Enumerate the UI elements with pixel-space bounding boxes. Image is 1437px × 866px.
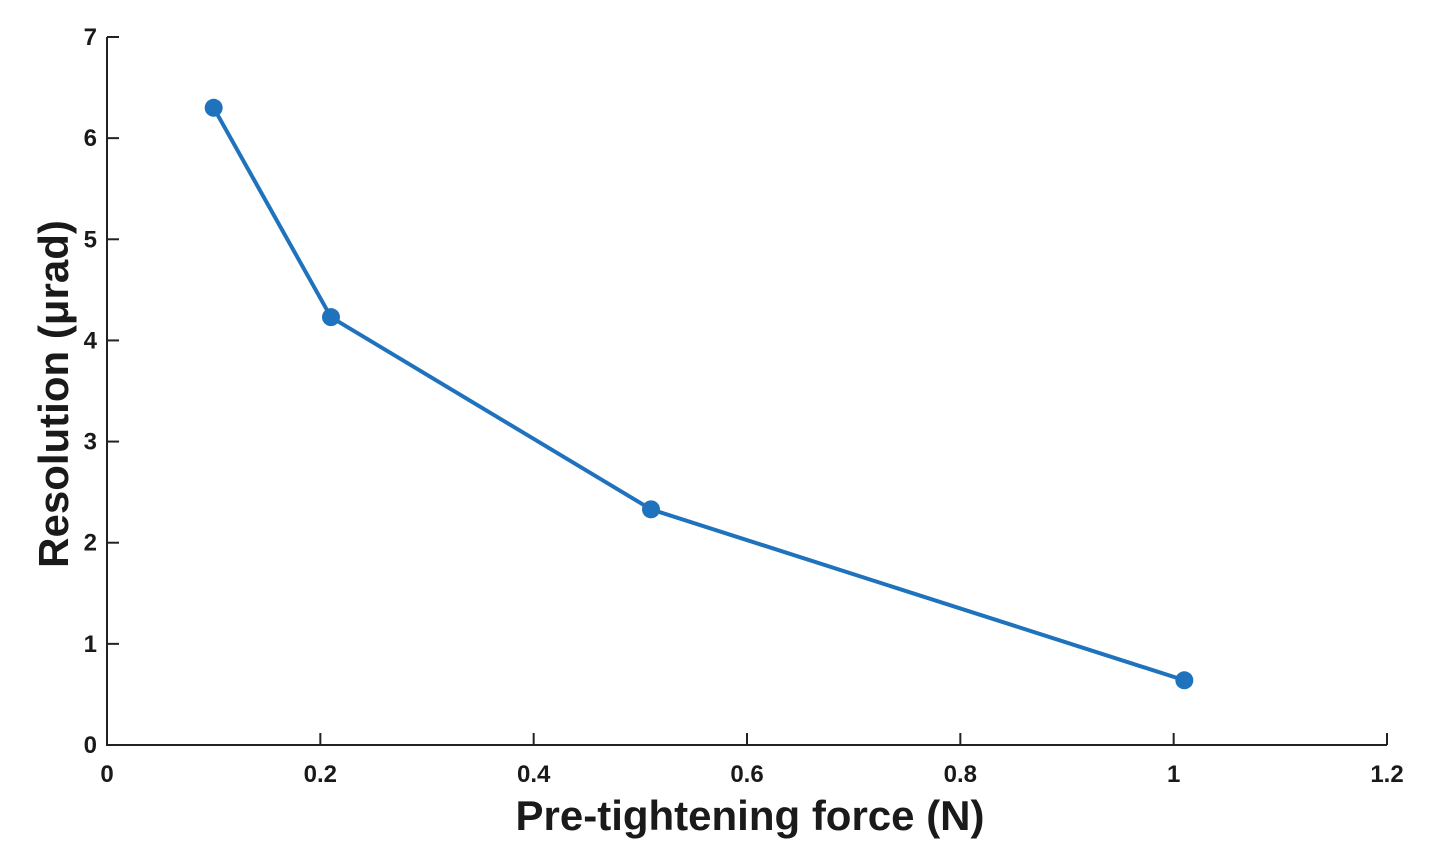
x-axis-title: Pre-tightening force (N): [516, 792, 985, 839]
y-tick-label: 4: [84, 327, 98, 354]
data-point: [322, 308, 340, 327]
x-tick-label: 1.2: [1370, 761, 1403, 788]
x-tick-label: 0.8: [944, 761, 977, 788]
data-point: [642, 500, 660, 519]
x-axis-ticks: 0 0.2 0.4 0.6 0.8 1 1.2: [100, 733, 1404, 788]
y-tick-label: 1: [84, 631, 97, 658]
series-line: [211, 106, 1185, 683]
x-tick-label: 0.6: [730, 761, 763, 788]
data-point: [1175, 671, 1194, 690]
x-tick-label: 0.2: [304, 761, 337, 788]
y-tick-label: 2: [84, 530, 97, 557]
x-tick-label: 0: [100, 761, 113, 788]
y-tick-label: 5: [84, 226, 97, 253]
y-tick-label: 7: [84, 24, 97, 51]
x-tick-label: 1: [1167, 761, 1180, 788]
y-tick-label: 0: [84, 732, 97, 759]
y-axis-title: Resolution (μrad): [30, 220, 77, 568]
axes: [106, 37, 1387, 746]
x-tick-label: 0.4: [517, 761, 551, 788]
data-point: [204, 98, 223, 117]
y-tick-label: 3: [84, 429, 97, 456]
y-tick-label: 6: [84, 125, 97, 152]
series-group: [204, 98, 1194, 690]
y-axis-ticks: 0 1 2 3 4 5 6 7: [84, 24, 119, 759]
